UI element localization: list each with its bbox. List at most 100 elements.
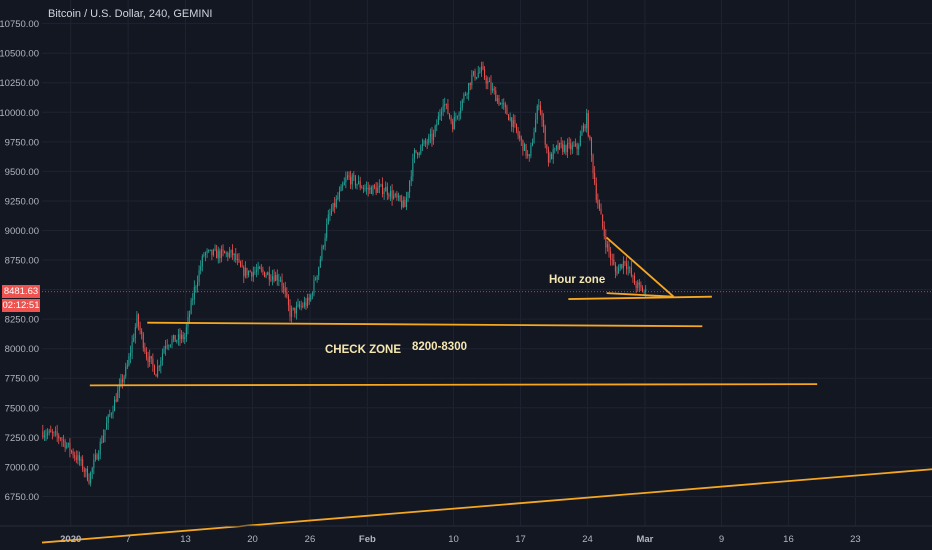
candle-body bbox=[538, 105, 540, 107]
candle-body bbox=[67, 442, 69, 446]
candle-body bbox=[145, 351, 147, 358]
price-tick-label: 7250.00 bbox=[5, 433, 39, 444]
candle-body bbox=[176, 340, 178, 342]
candle-body bbox=[130, 352, 132, 357]
candle-body bbox=[153, 365, 155, 375]
candle-body bbox=[358, 181, 360, 184]
candle-body bbox=[206, 250, 208, 254]
candle-body bbox=[63, 440, 65, 441]
candle-body bbox=[552, 149, 554, 160]
candle-body bbox=[359, 181, 361, 188]
candle-body bbox=[356, 183, 358, 186]
candle-body bbox=[597, 199, 599, 205]
drawings[interactable] bbox=[41, 236, 932, 544]
candle-body bbox=[300, 305, 302, 307]
candle-body bbox=[503, 103, 505, 105]
candle-body bbox=[256, 270, 258, 272]
candle-body bbox=[606, 244, 608, 248]
candle-body bbox=[131, 341, 133, 353]
candle-body bbox=[48, 430, 50, 433]
candle-body bbox=[530, 145, 532, 156]
candle-body bbox=[571, 145, 573, 150]
candle-body bbox=[47, 432, 49, 435]
candle-body bbox=[224, 251, 226, 254]
candle-body bbox=[426, 142, 428, 144]
candle-body bbox=[168, 345, 170, 347]
candle-body bbox=[374, 185, 376, 188]
candle-body bbox=[498, 98, 500, 105]
candle-body bbox=[291, 308, 293, 317]
candle-body bbox=[71, 450, 73, 452]
candle-body bbox=[102, 435, 104, 443]
candle-body bbox=[437, 116, 439, 125]
candle-body bbox=[420, 146, 422, 154]
candle-body bbox=[517, 130, 519, 136]
candle-body bbox=[592, 155, 594, 174]
candle-body bbox=[169, 344, 171, 346]
candle-body bbox=[629, 267, 631, 269]
candle-body bbox=[434, 125, 436, 134]
candle-body bbox=[610, 251, 612, 259]
candle-body bbox=[611, 258, 613, 260]
candle-body bbox=[303, 302, 305, 307]
candle-body bbox=[337, 197, 339, 200]
price-tick-label: 8250.00 bbox=[5, 315, 39, 326]
candle-body bbox=[321, 246, 323, 260]
time-tick-label: 16 bbox=[783, 534, 794, 545]
candle-body bbox=[562, 143, 564, 152]
candle-body bbox=[133, 338, 135, 342]
candle-body bbox=[522, 139, 524, 151]
candle-body bbox=[225, 252, 227, 254]
candle-body bbox=[380, 184, 382, 186]
time-tick-label: 2020 bbox=[60, 534, 81, 545]
candle-body bbox=[436, 124, 438, 126]
candle-body bbox=[479, 71, 481, 73]
candle-body bbox=[311, 293, 313, 295]
time-axis[interactable]: 2020 7 13 20 26 Feb 10 17 24 Mar 9 16 23 bbox=[60, 534, 861, 545]
candle-body bbox=[618, 267, 620, 274]
candle-body bbox=[284, 287, 286, 293]
candle-body bbox=[69, 442, 71, 451]
candle-body bbox=[450, 117, 452, 122]
candle-body bbox=[94, 454, 96, 460]
candle-body bbox=[543, 119, 545, 127]
candle-body bbox=[643, 292, 645, 293]
candle-body bbox=[624, 261, 626, 264]
candle-body bbox=[455, 116, 457, 118]
candle-body bbox=[504, 104, 506, 108]
candle-body bbox=[248, 271, 250, 276]
candle-body bbox=[150, 356, 152, 359]
candle-body bbox=[468, 83, 470, 94]
candle-body bbox=[249, 271, 251, 273]
candle-body bbox=[399, 195, 401, 201]
candle-body bbox=[93, 459, 95, 468]
candle-body bbox=[382, 184, 384, 195]
candle-body bbox=[228, 252, 230, 257]
candle-body bbox=[525, 144, 527, 156]
candle-body bbox=[192, 299, 194, 301]
candle-body bbox=[152, 358, 154, 366]
candle-body bbox=[418, 153, 420, 156]
candle-body bbox=[488, 81, 490, 83]
time-tick-label: Mar bbox=[636, 534, 653, 545]
candle-body bbox=[573, 145, 575, 147]
candle-body bbox=[608, 244, 610, 252]
candle-body bbox=[549, 153, 551, 163]
candle-body bbox=[372, 185, 374, 194]
candle-body bbox=[377, 187, 379, 193]
candle-body bbox=[203, 254, 205, 257]
candle-body bbox=[602, 214, 604, 227]
range-label: 8200-8300 bbox=[412, 341, 467, 353]
candle-body bbox=[107, 415, 109, 424]
candle-body bbox=[482, 66, 484, 70]
candle-body bbox=[128, 356, 130, 366]
candle-body bbox=[200, 266, 202, 271]
candle-body bbox=[487, 81, 489, 84]
candle-body bbox=[323, 246, 325, 248]
candle-body bbox=[267, 272, 269, 275]
candle-body bbox=[340, 186, 342, 192]
candle-body bbox=[456, 116, 458, 117]
candle-body bbox=[216, 249, 218, 259]
candle-body bbox=[444, 103, 446, 106]
